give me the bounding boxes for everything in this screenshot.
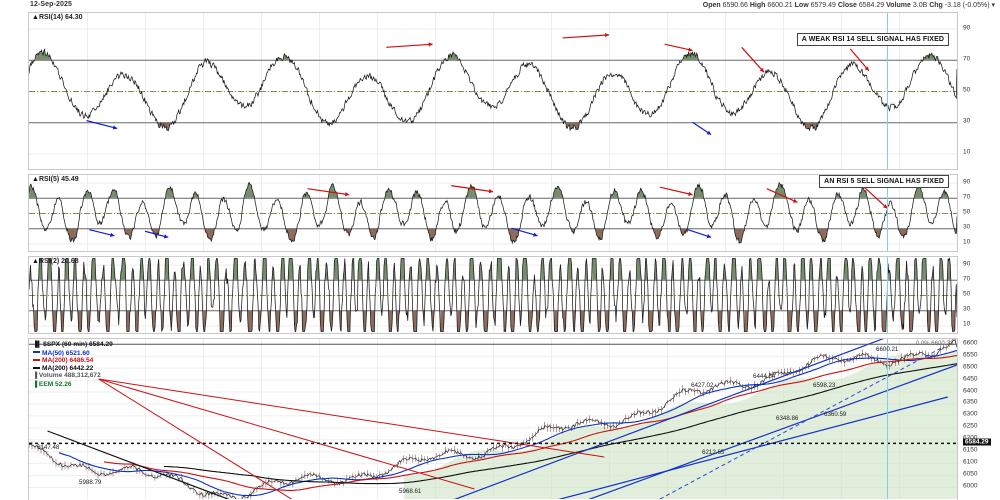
indicator-icon: ▲ (32, 258, 39, 265)
axis-rsi2: 90 70 50 30 10 (960, 256, 1000, 334)
panel-rsi5: ▲RSI(5) 45.49 AN RSI 5 SELL SIGNAL HAS F… (28, 174, 958, 252)
legend-item-label: $SPX (60 min) 6584.29 (43, 341, 113, 348)
legend-item-ma50: MA(50) 6521.60 (33, 350, 113, 358)
price-callout: 6444.54 (753, 373, 776, 380)
legend-swatch-icon (33, 366, 40, 369)
axis-tick-label: 6250 (963, 422, 978, 430)
axis-tick-label: 30 (963, 305, 971, 313)
axis-rsi5: 90 70 50 30 10 (960, 174, 1000, 252)
panel-rsi2: ▲RSI(2) 20.68 (28, 256, 958, 334)
legend-item-eem: ▐ EEM 52.26 (33, 381, 113, 390)
axis-tick-label: 50 (963, 290, 971, 298)
ohlc-quote-bar: Open 6590.66 High 6600.21 Low 6579.49 Cl… (703, 1, 995, 9)
axis-tick-label: 50 (963, 208, 971, 216)
chart-type-icon: ▐▌ (33, 342, 44, 348)
low-label: Low (794, 2, 809, 9)
legend-swatch-icon (33, 358, 40, 361)
volume-label: Volume (886, 2, 911, 9)
legend-item-label: Volume 488,312,672 (38, 372, 101, 380)
axis-tick-label: 90 (963, 260, 971, 268)
price-callout: 6360.59 (824, 411, 847, 418)
axis-tick-label: 70 (963, 55, 971, 63)
axis-tick-label: 6300 (963, 410, 978, 418)
chart-header: 12-Sep-2025 Open 6590.66 High 6600.21 Lo… (0, 0, 1000, 12)
axis-tick-label: 70 (963, 193, 971, 201)
axis-tick-label: 10 (963, 148, 971, 156)
axis-price: 6600 6550 6500 6450 6400 6350 6300 6250 6200 6150… (960, 338, 1000, 500)
price-legend: ▐▌ $SPX (60 min) 6584.29 MA(50) 6521.60 MA… (33, 341, 113, 390)
axis-tick-label: 6100 (963, 458, 978, 466)
indicator-icon: ▐ (33, 381, 39, 388)
close-label: Close (837, 2, 857, 9)
chg-value: -3.18 (-0.05%) (944, 2, 990, 9)
indicator-icon: ▲ (32, 176, 39, 183)
legend-item-label: MA(50) 6521.60 (42, 349, 90, 357)
axis-tick-label: 6350 (963, 398, 978, 406)
legend-item-symbol: ▐▌ $SPX (60 min) 6584.29 (33, 341, 113, 350)
chevron-down-icon[interactable]: ▾ (991, 2, 995, 9)
legend-item-volume: ▐ Volume 488,312,672 (33, 372, 113, 381)
axis-tick-label: 90 (963, 178, 971, 186)
axis-tick-label: 6500 (963, 363, 978, 371)
close-value: 6584.29 (858, 2, 885, 9)
pct-from-high-label: 0.0% 6600.21 (915, 341, 953, 347)
axis-tick-label: 6550 (963, 351, 978, 359)
axis-tick-label: 30 (963, 117, 971, 125)
open-value: 6590.66 (722, 2, 748, 9)
legend-swatch-icon (33, 351, 40, 354)
high-label: High (749, 2, 766, 9)
axis-rsi14: 90 70 50 30 10 (960, 12, 1000, 170)
axis-tick-label: 30 (963, 223, 971, 231)
price-callout: 5988.79 (79, 479, 102, 486)
volume-value: 3.0B (912, 2, 928, 9)
legend-item-label: MA(200) 6442.22 (42, 364, 94, 372)
chg-label: Chg (929, 2, 943, 9)
axis-tick-label: 6150 (963, 446, 978, 454)
legend-item-ma200-short: MA(200) 6486.54 (33, 357, 113, 365)
axis-tick-label: 6050 (963, 470, 978, 478)
axis-tick-label: 6400 (963, 387, 978, 395)
axis-tick-label: 6200 (963, 435, 977, 442)
axis-tick-label: 70 (963, 275, 971, 283)
price-callout: 6600.21 (876, 346, 899, 353)
axis-tick-label: 6000 (963, 482, 978, 490)
panel-price: ▐▌ $SPX (60 min) 6584.29 MA(50) 6521.60 MA… (28, 338, 958, 500)
axis-tick-label: 10 (963, 238, 971, 246)
axis-tick-label: 50 (963, 86, 971, 94)
legend-item-ma200: MA(200) 6442.22 (33, 365, 113, 373)
price-callout: 6598.23 (813, 382, 836, 389)
legend-item-label: MA(200) 6486.54 (42, 357, 94, 365)
chart-date: 12-Sep-2025 (30, 1, 72, 8)
panel-rsi5-label: ▲RSI(5) 45.49 (32, 176, 79, 183)
axis-tick-label: 10 (963, 320, 971, 328)
price-callout: 6147.48 (37, 444, 60, 451)
low-value: 6579.49 (810, 2, 836, 9)
price-plot (29, 339, 957, 499)
legend-item-label: EEM 52.26 (38, 380, 72, 388)
price-callout: 5968.61 (399, 488, 422, 495)
rsi-plot-5 (29, 175, 957, 251)
high-value: 6600.21 (767, 2, 793, 9)
price-callout: 6427.02 (691, 382, 714, 389)
rsi-plot-2 (29, 257, 957, 333)
price-callout: 6348.86 (776, 415, 799, 422)
panel-rsi14-label: ▲RSI(14) 64.30 (32, 14, 83, 21)
axis-tick-label: 6450 (963, 375, 978, 383)
indicator-icon: ▲ (32, 14, 39, 21)
annotation-rsi14: A WEAK RSI 14 SELL SIGNAL HAS FIXED (796, 33, 949, 46)
panel-rsi14: ▲RSI(14) 64.30 A WEAK RSI 14 SELL SIGNAL… (28, 12, 958, 170)
last-price-tag: 6584.29 (963, 438, 991, 446)
axis-tick-label: 90 (963, 24, 971, 32)
panel-rsi2-label: ▲RSI(2) 20.68 (32, 258, 79, 265)
annotation-rsi5: AN RSI 5 SELL SIGNAL HAS FIXED (819, 175, 949, 188)
price-callout: 6212.65 (702, 449, 725, 456)
volume-bars-icon: ▐ (33, 373, 39, 380)
axis-tick-label: 6600 (963, 339, 978, 347)
open-label: Open (702, 2, 721, 9)
